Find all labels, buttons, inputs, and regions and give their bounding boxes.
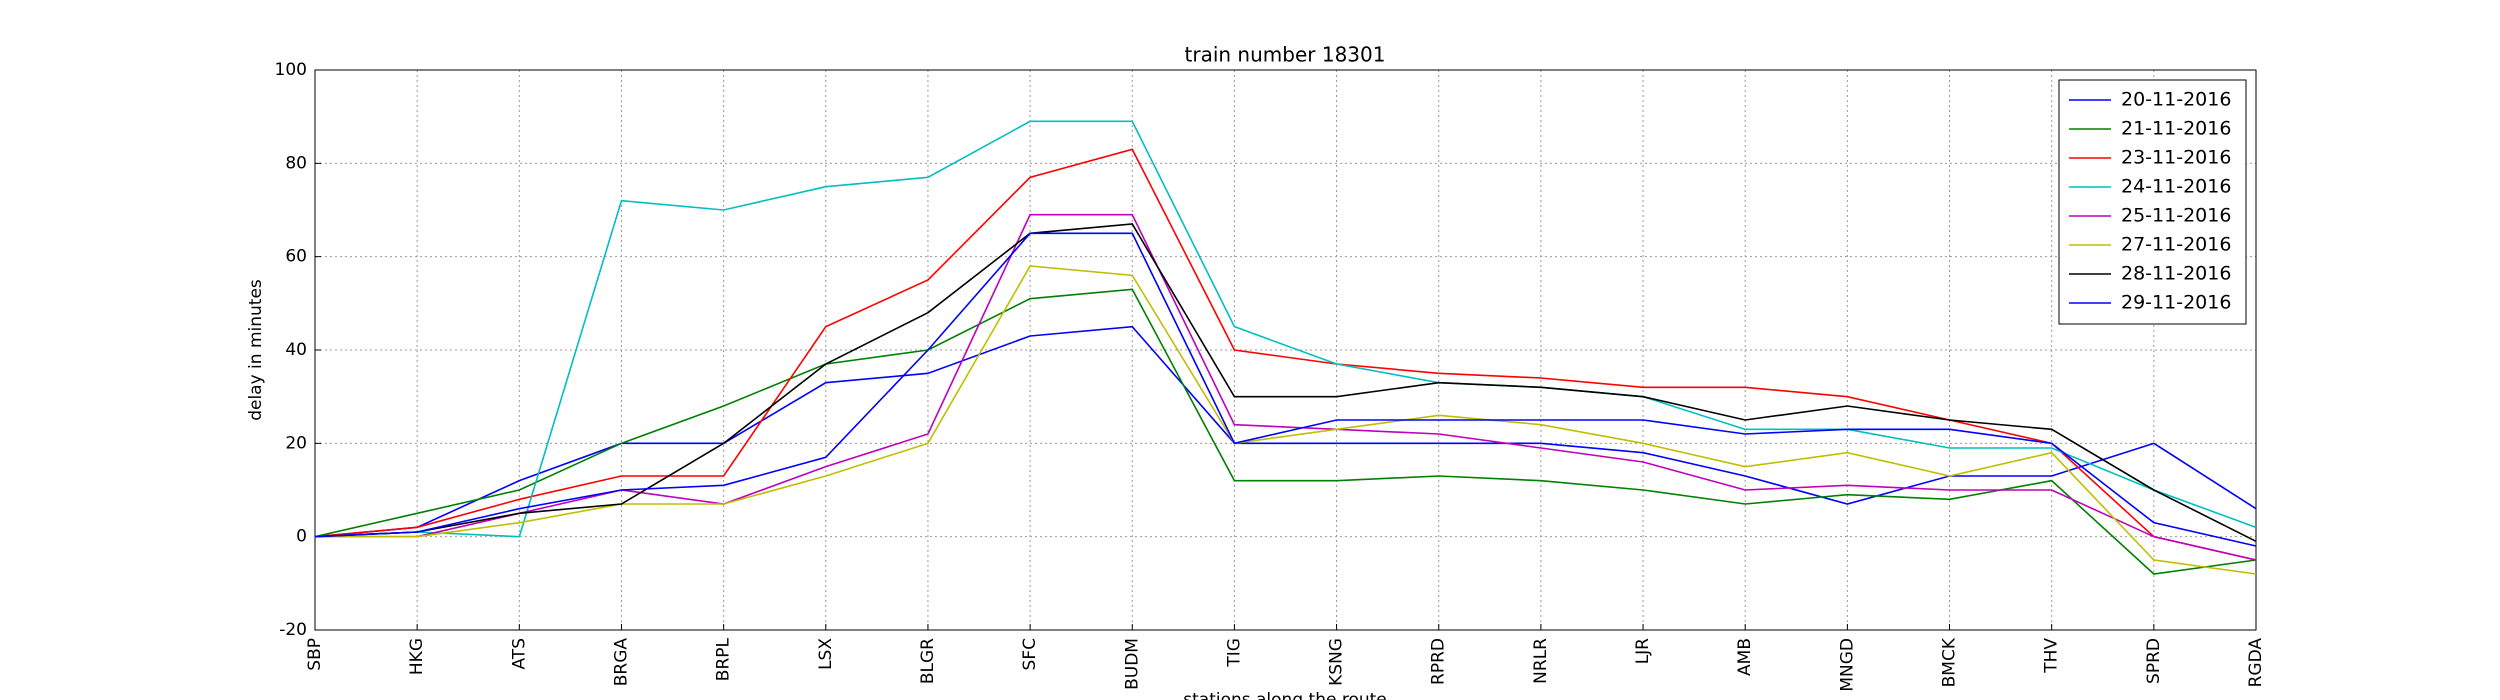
x-tick-label: BRPL bbox=[714, 637, 734, 681]
series-line bbox=[314, 288, 2257, 575]
series-line bbox=[315, 265, 2257, 575]
x-tick-label: BRGA bbox=[611, 638, 631, 687]
x-tick-label: RGDA bbox=[2246, 638, 2266, 688]
x-tick-label: RPRD bbox=[1429, 638, 1449, 685]
legend-label: 20-11-2016 bbox=[2121, 89, 2231, 111]
legend-label: 24-11-2016 bbox=[2121, 176, 2231, 198]
series-line bbox=[314, 120, 2257, 538]
x-tick-label: AMB bbox=[1735, 638, 1755, 676]
y-tick-label: 0 bbox=[296, 527, 307, 547]
legend-label: 21-11-2016 bbox=[2121, 118, 2231, 140]
y-tick-label: 100 bbox=[275, 60, 307, 80]
x-tick-label: BUDM bbox=[1122, 638, 1142, 690]
x-tick-label: THV bbox=[2042, 638, 2062, 674]
series-line bbox=[314, 148, 2257, 561]
legend-label: 23-11-2016 bbox=[2121, 147, 2231, 169]
x-tick-label: TIG bbox=[1224, 638, 1244, 668]
y-tick-label: 40 bbox=[285, 340, 307, 360]
y-tick-label: 60 bbox=[285, 247, 307, 267]
legend-box bbox=[2058, 79, 2247, 325]
x-axis-label: stations along the route bbox=[1183, 690, 1387, 700]
y-tick-label: 20 bbox=[285, 433, 307, 453]
series-line bbox=[314, 232, 2257, 547]
x-tick-label: NRLR bbox=[1531, 638, 1551, 684]
plot-frame bbox=[314, 69, 2257, 631]
series-line bbox=[314, 325, 2257, 538]
x-tick-label: ATS bbox=[509, 638, 529, 670]
y-tick-label: 80 bbox=[285, 153, 307, 173]
series-line bbox=[315, 213, 2257, 561]
chart-title: train number 18301 bbox=[1185, 43, 1386, 67]
legend-label: 28-11-2016 bbox=[2121, 263, 2231, 285]
y-axis-label: delay in minutes bbox=[246, 279, 266, 421]
legend-label: 27-11-2016 bbox=[2121, 234, 2231, 256]
x-tick-label: SPRD bbox=[2144, 638, 2164, 684]
x-tick-label: LJR bbox=[1633, 638, 1653, 664]
x-tick-label: SFC bbox=[1020, 638, 1040, 670]
x-tick-label: KSNG bbox=[1327, 638, 1347, 686]
x-tick-label: BMCK bbox=[1940, 637, 1960, 687]
series-line bbox=[314, 223, 2257, 543]
y-tick-label: -20 bbox=[279, 620, 307, 640]
x-tick-label: HKG bbox=[407, 638, 427, 675]
x-tick-label: MNGD bbox=[1837, 638, 1857, 692]
x-tick-label: SBP bbox=[305, 638, 325, 671]
legend-label: 29-11-2016 bbox=[2121, 292, 2231, 314]
x-tick-label: BLGR bbox=[918, 638, 938, 684]
x-tick-label: LSX bbox=[816, 638, 836, 670]
legend-label: 25-11-2016 bbox=[2121, 205, 2231, 227]
